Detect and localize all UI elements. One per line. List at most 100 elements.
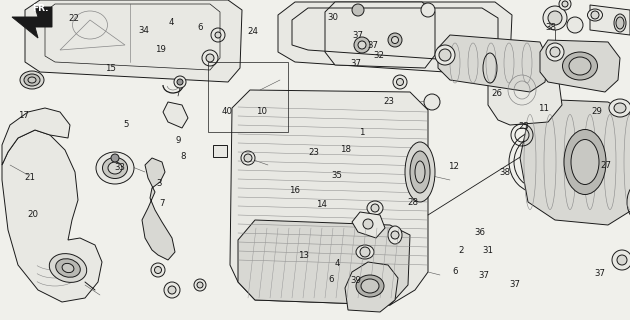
Circle shape [388,33,402,47]
Text: 25: 25 [518,122,530,131]
Polygon shape [25,0,242,82]
Circle shape [197,282,203,288]
Text: 6: 6 [328,275,333,284]
Polygon shape [325,2,435,68]
Text: 16: 16 [289,186,301,195]
Bar [208,62,288,132]
Ellipse shape [614,103,626,113]
Circle shape [352,4,364,16]
Ellipse shape [405,142,435,202]
Ellipse shape [439,49,451,61]
Text: 6: 6 [452,267,457,276]
Circle shape [612,250,630,270]
Text: 27: 27 [600,161,612,170]
Polygon shape [2,108,70,165]
Text: 38: 38 [500,168,511,177]
Text: 2: 2 [459,246,464,255]
Text: 37: 37 [352,31,364,40]
Text: 36: 36 [474,228,486,237]
Circle shape [168,286,176,294]
Circle shape [550,47,560,57]
Text: 15: 15 [105,64,116,73]
Ellipse shape [28,77,36,83]
Circle shape [215,32,221,38]
Circle shape [421,3,435,17]
Circle shape [211,28,225,42]
Ellipse shape [435,45,455,65]
Circle shape [164,282,180,298]
Circle shape [154,267,161,274]
Text: 21: 21 [25,173,36,182]
Text: 14: 14 [316,200,327,209]
Text: 23: 23 [308,148,319,157]
Polygon shape [230,90,428,305]
Text: 37: 37 [594,269,605,278]
Polygon shape [163,102,188,128]
Ellipse shape [96,152,134,184]
Circle shape [391,231,399,239]
Ellipse shape [356,275,384,297]
Circle shape [591,11,599,19]
Ellipse shape [588,9,602,21]
Circle shape [562,1,568,7]
Ellipse shape [609,99,630,117]
Text: 11: 11 [537,104,549,113]
Circle shape [543,6,567,30]
Circle shape [111,154,119,162]
Circle shape [151,263,165,277]
Text: 22: 22 [69,14,80,23]
Text: 37: 37 [478,271,490,280]
Polygon shape [12,7,52,38]
Text: 37: 37 [350,59,362,68]
Text: 31: 31 [483,246,494,255]
Circle shape [424,94,440,110]
Text: 40: 40 [221,107,232,116]
Bar [213,145,227,157]
Text: 6: 6 [198,23,203,32]
Text: 37: 37 [367,41,379,50]
Circle shape [391,36,399,44]
Circle shape [360,247,370,257]
Ellipse shape [49,254,87,282]
Ellipse shape [616,17,624,29]
Polygon shape [2,130,102,302]
Polygon shape [238,220,410,305]
Ellipse shape [415,161,425,183]
Polygon shape [345,262,398,312]
Circle shape [202,50,218,66]
Ellipse shape [563,52,597,80]
Ellipse shape [614,14,626,32]
Text: 28: 28 [407,198,418,207]
Text: 23: 23 [384,97,395,106]
Text: 26: 26 [491,89,502,98]
Text: 5: 5 [123,120,129,129]
Ellipse shape [55,259,80,277]
Text: 39: 39 [350,276,362,285]
Ellipse shape [361,279,379,293]
Text: 38: 38 [546,23,557,32]
Polygon shape [590,5,630,35]
Circle shape [567,17,583,33]
Text: 1: 1 [360,128,365,137]
Text: 3: 3 [157,179,162,188]
Text: 34: 34 [138,26,149,35]
Text: 4: 4 [169,18,174,27]
Circle shape [393,75,407,89]
Ellipse shape [367,201,383,215]
Circle shape [546,43,564,61]
Text: 18: 18 [340,145,351,154]
Ellipse shape [356,245,374,259]
Ellipse shape [388,226,402,244]
Ellipse shape [569,57,591,75]
Text: 35: 35 [331,171,343,180]
Polygon shape [520,100,630,225]
Circle shape [206,54,214,62]
Polygon shape [540,40,620,92]
Text: 9: 9 [176,136,181,145]
Polygon shape [438,35,548,92]
Text: 10: 10 [256,107,267,116]
Polygon shape [278,2,512,75]
Text: 13: 13 [298,251,309,260]
Circle shape [396,78,403,85]
Circle shape [174,76,186,88]
